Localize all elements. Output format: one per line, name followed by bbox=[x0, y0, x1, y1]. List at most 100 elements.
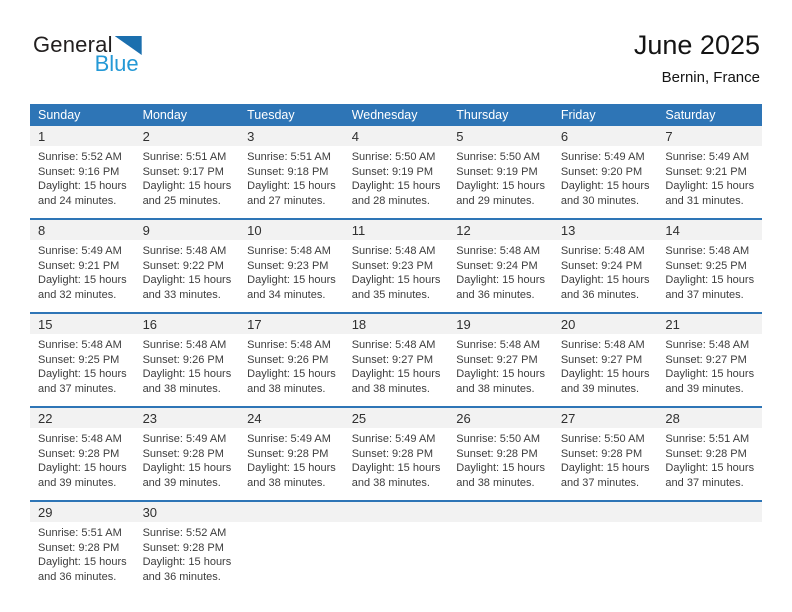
day-cells-row: Sunrise: 5:48 AM Sunset: 9:25 PM Daylight:… bbox=[30, 334, 762, 406]
sunrise-text: Sunrise: 5:50 AM bbox=[456, 433, 541, 445]
logo-text-general: General bbox=[33, 32, 113, 57]
sunrise-text: Sunrise: 5:48 AM bbox=[560, 339, 645, 351]
sunset-text: Sunset: 9:28 PM bbox=[142, 541, 224, 554]
daylight-text: Daylight: 15 hours bbox=[456, 368, 545, 380]
sunrise-text: Sunrise: 5:48 AM bbox=[351, 245, 436, 257]
day-number: 20 bbox=[560, 316, 576, 332]
sunset-text: Sunset: 9:26 PM bbox=[247, 353, 329, 366]
sunset-text: Sunset: 9:26 PM bbox=[142, 353, 224, 366]
daylight-text: Daylight: 15 hours bbox=[351, 462, 441, 474]
daylight-text: and 36 minutes. bbox=[456, 288, 535, 301]
sunset-text: Sunset: 9:28 PM bbox=[247, 447, 329, 460]
day-cell: Sunrise: 5:50 AM Sunset: 9:19 PM Daylight:… bbox=[448, 146, 553, 218]
day-cell: Sunrise: 5:48 AM Sunset: 9:23 PM Daylight:… bbox=[344, 240, 449, 312]
day-cell: Sunrise: 5:48 AM Sunset: 9:28 PM Daylight:… bbox=[30, 428, 135, 500]
sunrise-text: Sunrise: 5:48 AM bbox=[665, 245, 750, 257]
daylight-text: and 37 minutes. bbox=[38, 382, 117, 395]
day-number: 7 bbox=[665, 128, 673, 144]
day-cell: Sunrise: 5:48 AM Sunset: 9:25 PM Daylight:… bbox=[30, 334, 135, 406]
day-number: 10 bbox=[247, 222, 262, 238]
day-cell: Sunrise: 5:49 AM Sunset: 9:21 PM Daylight:… bbox=[30, 240, 135, 312]
day-number: 21 bbox=[665, 316, 680, 332]
daylight-text: and 38 minutes. bbox=[351, 476, 430, 489]
logo-top-row: General bbox=[33, 34, 142, 56]
sunrise-text: Sunrise: 5:50 AM bbox=[456, 151, 541, 163]
week-row-3: 15 16 17 18 19 20 21 Sunrise: 5:48 AM Sunset: 9:… bbox=[30, 312, 762, 406]
daylight-text: Daylight: 15 hours bbox=[247, 180, 336, 192]
sunset-text: Sunset: 9:28 PM bbox=[456, 447, 538, 460]
day-cell: Sunrise: 5:51 AM Sunset: 9:28 PM Daylight:… bbox=[30, 522, 135, 594]
sunrise-text: Sunrise: 5:49 AM bbox=[142, 433, 227, 445]
day-cell: Sunrise: 5:48 AM Sunset: 9:27 PM Daylight:… bbox=[657, 334, 762, 406]
day-number: 15 bbox=[38, 316, 53, 332]
sunset-text: Sunset: 9:28 PM bbox=[142, 447, 224, 460]
day-cell: Sunrise: 5:48 AM Sunset: 9:25 PM Daylight:… bbox=[657, 240, 762, 312]
title-block: June 2025 Bernin, France bbox=[634, 30, 760, 86]
day-number: 29 bbox=[38, 504, 53, 520]
daylight-text: Daylight: 15 hours bbox=[142, 556, 232, 568]
day-cells-row: Sunrise: 5:49 AM Sunset: 9:21 PM Daylight:… bbox=[30, 240, 762, 312]
month-title: June 2025 bbox=[633, 30, 760, 60]
day-cell: Sunrise: 5:48 AM Sunset: 9:27 PM Daylight:… bbox=[448, 334, 553, 406]
daylight-text: and 38 minutes. bbox=[456, 476, 535, 489]
daylight-text: Daylight: 15 hours bbox=[560, 180, 650, 192]
sunrise-text: Sunrise: 5:49 AM bbox=[560, 151, 645, 163]
sunset-text: Sunset: 9:16 PM bbox=[38, 165, 120, 178]
daylight-text: Daylight: 15 hours bbox=[560, 274, 650, 286]
day-cell: Sunrise: 5:51 AM Sunset: 9:18 PM Daylight:… bbox=[239, 146, 344, 218]
day-cell: Sunrise: 5:49 AM Sunset: 9:20 PM Daylight:… bbox=[553, 146, 658, 218]
daylight-text: and 30 minutes. bbox=[560, 194, 640, 207]
sunset-text: Sunset: 9:28 PM bbox=[560, 447, 643, 460]
sunset-text: Sunset: 9:24 PM bbox=[456, 259, 538, 272]
sunrise-text: Sunrise: 5:48 AM bbox=[142, 339, 227, 351]
day-number: 23 bbox=[142, 410, 158, 426]
daylight-text: Daylight: 15 hours bbox=[142, 180, 232, 192]
day-cell: Sunrise: 5:48 AM Sunset: 9:22 PM Daylight:… bbox=[135, 240, 240, 312]
sunrise-text: Sunrise: 5:48 AM bbox=[456, 339, 541, 351]
daylight-text: Daylight: 15 hours bbox=[665, 462, 755, 474]
day-cell: Sunrise: 5:49 AM Sunset: 9:21 PM Daylight:… bbox=[657, 146, 762, 218]
day-cell: Sunrise: 5:50 AM Sunset: 9:28 PM Daylight:… bbox=[448, 428, 553, 500]
daylight-text: Daylight: 15 hours bbox=[665, 368, 755, 380]
sunrise-text: Sunrise: 5:48 AM bbox=[38, 433, 122, 445]
sunrise-text: Sunrise: 5:51 AM bbox=[247, 151, 331, 163]
day-number: 24 bbox=[247, 410, 262, 426]
weekday-header-saturday: Saturday bbox=[665, 108, 716, 122]
sunrise-text: Sunrise: 5:48 AM bbox=[560, 245, 645, 257]
daylight-text: and 29 minutes. bbox=[456, 194, 535, 207]
daylight-text: Daylight: 15 hours bbox=[456, 274, 545, 286]
day-cell: Sunrise: 5:48 AM Sunset: 9:24 PM Daylight:… bbox=[448, 240, 553, 312]
daylight-text: Daylight: 15 hours bbox=[247, 368, 336, 380]
day-cell: Sunrise: 5:50 AM Sunset: 9:19 PM Daylight:… bbox=[344, 146, 449, 218]
day-number: 28 bbox=[665, 410, 680, 426]
daylight-text: Daylight: 15 hours bbox=[560, 368, 650, 380]
day-number: 6 bbox=[560, 128, 569, 144]
weekday-header-friday: Friday bbox=[560, 108, 596, 122]
daylight-text: Daylight: 15 hours bbox=[38, 180, 127, 192]
daylight-text: and 39 minutes. bbox=[560, 382, 640, 395]
daylight-text: Daylight: 15 hours bbox=[142, 274, 232, 286]
day-number: 16 bbox=[142, 316, 158, 332]
day-number: 13 bbox=[560, 222, 576, 238]
daylight-text: and 34 minutes. bbox=[247, 288, 326, 301]
day-number: 2 bbox=[142, 128, 150, 144]
day-number: 1 bbox=[38, 128, 46, 144]
daylight-text: and 31 minutes. bbox=[665, 194, 744, 207]
daylight-text: and 27 minutes. bbox=[247, 194, 326, 207]
weekday-header-row: Sunday Monday Tuesday Wednesday Thursday Frid… bbox=[30, 104, 762, 126]
daylight-text: and 38 minutes. bbox=[247, 382, 326, 395]
day-number-band: 22 23 24 25 26 27 28 bbox=[30, 408, 762, 428]
daylight-text: Daylight: 15 hours bbox=[142, 368, 232, 380]
day-number: 26 bbox=[456, 410, 471, 426]
sunset-text: Sunset: 9:23 PM bbox=[247, 259, 329, 272]
logo-text-blue: Blue bbox=[94, 51, 139, 76]
weekday-header-monday: Monday bbox=[142, 108, 188, 122]
day-cell-empty bbox=[448, 522, 553, 594]
daylight-text: and 36 minutes. bbox=[38, 570, 117, 583]
day-number: 19 bbox=[456, 316, 471, 332]
sunrise-text: Sunrise: 5:48 AM bbox=[38, 339, 122, 351]
daylight-text: Daylight: 15 hours bbox=[665, 274, 755, 286]
sunrise-text: Sunrise: 5:49 AM bbox=[351, 433, 436, 445]
location-subtitle: Bernin, France bbox=[661, 69, 760, 86]
